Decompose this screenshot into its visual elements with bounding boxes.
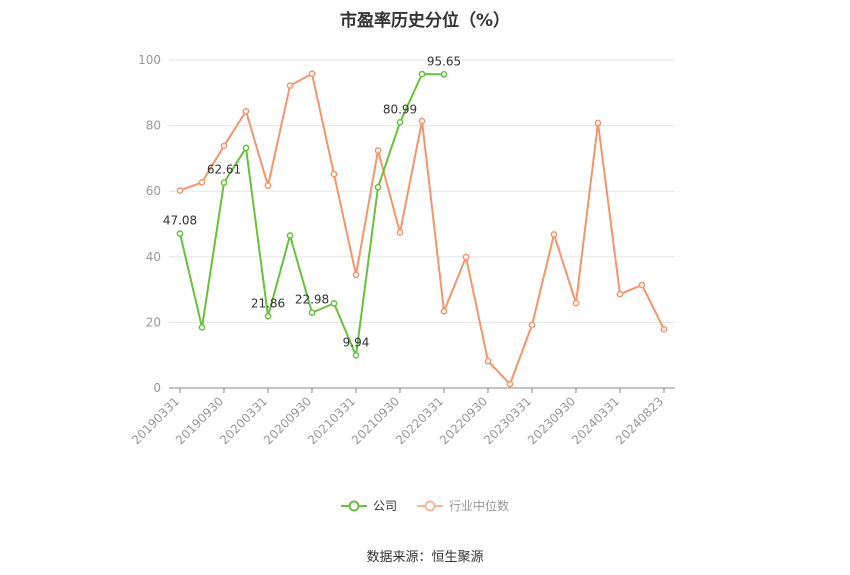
legend-item-industry-median[interactable]: 行业中位数 (417, 497, 509, 514)
series-0-point-11 (418, 70, 426, 78)
series-1-point-5 (286, 82, 294, 89)
legend-item-company[interactable]: 公司 (340, 497, 397, 514)
y-tick-label-4: 80 (146, 119, 161, 133)
y-tick-label-1: 20 (146, 315, 161, 329)
data-label-2: 21.86 (251, 296, 285, 310)
series-1-point-2 (220, 142, 228, 150)
series-1-point-8 (352, 271, 360, 279)
legend-industry-label: 行业中位数 (449, 499, 510, 513)
series-1-point-18 (572, 299, 580, 307)
series-1-point-7 (330, 170, 338, 178)
y-tick-label-2: 40 (146, 250, 161, 264)
series-1-point-16 (528, 321, 536, 329)
y-tick-label-3: 60 (146, 184, 161, 198)
series-1-point-17 (550, 231, 558, 238)
series-1-point-11 (418, 117, 426, 125)
series-1-point-6 (308, 70, 316, 78)
series-1-point-9 (374, 147, 382, 154)
series-1-point-22 (660, 325, 668, 333)
series-1-point-4 (264, 182, 272, 189)
series-1-point-20 (616, 290, 624, 298)
series-1-point-13 (462, 253, 470, 261)
chart-title: 市盈率历史分位（%） (339, 11, 511, 31)
series-0-point-9 (374, 183, 382, 191)
data-labels: 47.08 62.61 21.86 22.98 9.94 80.99 95.65 (163, 54, 461, 349)
data-label-3: 22.98 (295, 293, 329, 307)
data-label-0: 47.08 (163, 214, 197, 228)
data-label-4: 9.94 (343, 335, 370, 349)
series-0-point-12 (440, 70, 448, 78)
grid-lines (169, 59, 675, 323)
series-0-point-5 (286, 232, 294, 239)
series-0-point-3 (242, 144, 250, 152)
series-0-point-7 (330, 300, 338, 307)
series-1-point-21 (638, 281, 646, 289)
y-tick-label-0: 0 (153, 381, 161, 395)
series-1-point-0 (176, 187, 184, 194)
series-0-point-8 (352, 352, 360, 359)
series-0-point-2 (220, 179, 228, 186)
legend-company-label: 公司 (372, 499, 397, 513)
legend-company-swatch-icon (340, 500, 367, 511)
data-label-6: 95.65 (427, 54, 461, 68)
y-tick-label-5: 100 (138, 53, 161, 67)
source-note: 数据来源：恒生聚源 (366, 550, 484, 565)
series (176, 70, 668, 388)
series-1-point-15 (506, 380, 514, 388)
series-0-point-0 (176, 230, 184, 237)
x-tick-label-11: 20240823 (613, 394, 666, 447)
series-1-point-10 (396, 229, 404, 236)
series-1-point-19 (594, 119, 602, 127)
data-label-1: 62.61 (207, 163, 241, 177)
series-1-point-14 (484, 357, 492, 365)
legend-industry-swatch-icon (417, 500, 443, 511)
series-1-point-1 (198, 178, 206, 186)
series-0-point-6 (308, 309, 316, 316)
legend: 公司 行业中位数 (0, 497, 850, 514)
series-1-point-3 (242, 107, 250, 115)
series-1-point-12 (440, 307, 448, 315)
data-label-5: 80.99 (383, 102, 417, 116)
series-0-point-10 (396, 119, 404, 126)
series-0-point-1 (198, 323, 206, 331)
series-0-point-4 (264, 312, 272, 320)
